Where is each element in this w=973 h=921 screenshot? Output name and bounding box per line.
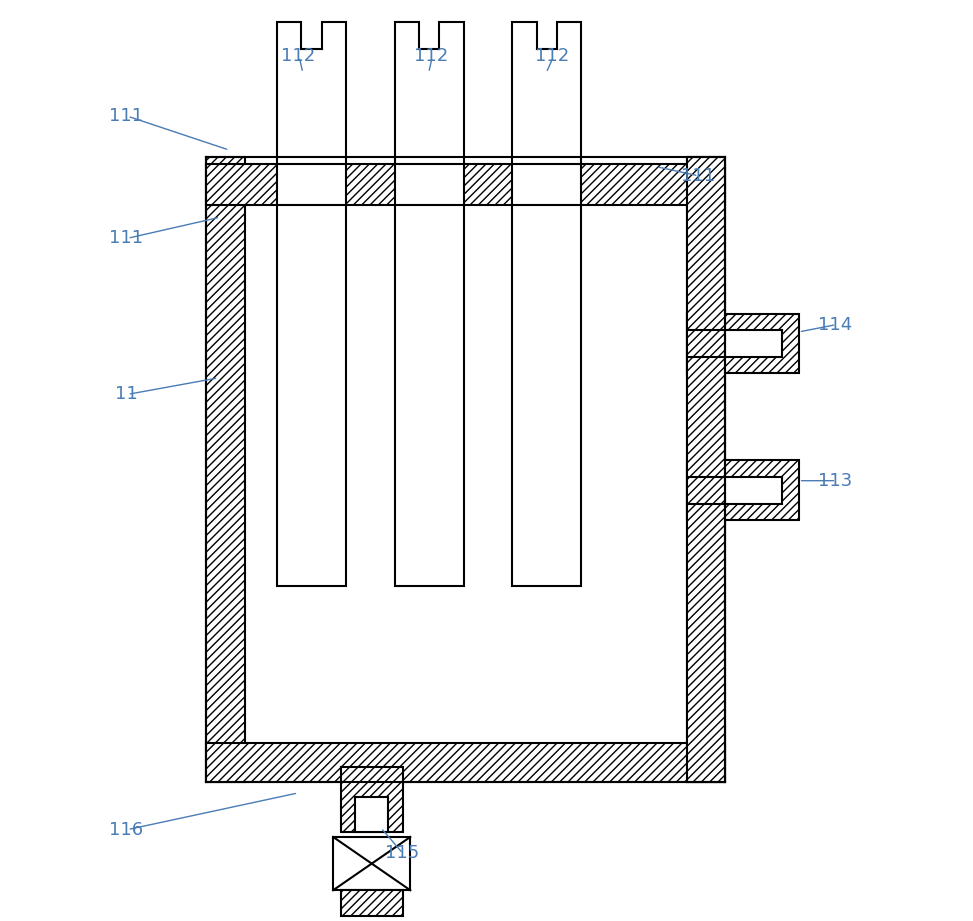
- Text: 111: 111: [110, 229, 144, 248]
- Text: 112: 112: [535, 48, 570, 65]
- Bar: [206, 164, 725, 205]
- Bar: [245, 205, 687, 743]
- Text: 111: 111: [110, 107, 144, 125]
- Bar: [302, 19, 322, 49]
- Bar: [419, 19, 439, 49]
- Text: 114: 114: [818, 316, 852, 333]
- Text: 113: 113: [818, 472, 852, 490]
- Bar: [206, 157, 245, 782]
- Bar: [341, 767, 403, 833]
- Text: 115: 115: [385, 845, 419, 862]
- Bar: [687, 477, 782, 504]
- Bar: [512, 21, 581, 164]
- Bar: [395, 21, 463, 164]
- Bar: [341, 891, 403, 916]
- Bar: [512, 163, 581, 206]
- Bar: [206, 743, 725, 782]
- Bar: [355, 797, 388, 833]
- Bar: [277, 163, 346, 206]
- Bar: [277, 205, 346, 587]
- Bar: [687, 460, 799, 520]
- Bar: [333, 837, 411, 891]
- Bar: [687, 313, 799, 373]
- Bar: [395, 163, 463, 206]
- Bar: [687, 330, 782, 356]
- Bar: [536, 19, 557, 49]
- Bar: [687, 157, 725, 782]
- Text: 11: 11: [115, 385, 138, 403]
- Bar: [687, 157, 725, 782]
- Bar: [512, 205, 581, 587]
- Text: 116: 116: [110, 821, 144, 839]
- Bar: [277, 21, 346, 164]
- Bar: [395, 205, 463, 587]
- Text: 111: 111: [681, 167, 715, 185]
- Text: 112: 112: [281, 48, 315, 65]
- Text: 112: 112: [414, 48, 449, 65]
